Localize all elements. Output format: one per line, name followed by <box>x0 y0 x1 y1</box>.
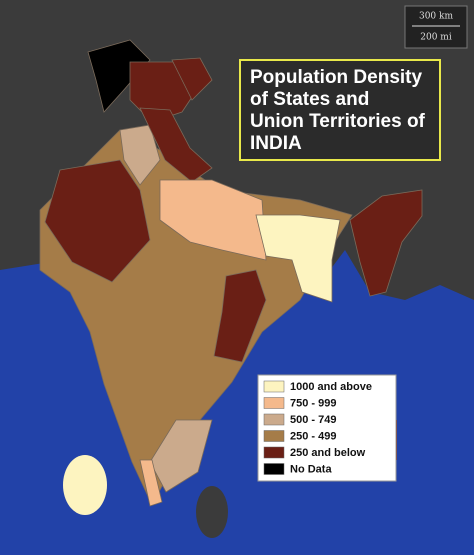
state <box>119 124 161 186</box>
title-box <box>239 59 441 161</box>
legend-swatch <box>263 430 285 442</box>
state <box>139 107 213 183</box>
scale-label: 200 mi <box>420 33 452 43</box>
state <box>213 269 267 363</box>
scale-label: 300 km <box>419 12 453 22</box>
state <box>139 459 163 507</box>
legend-label: 750 - 999 <box>290 397 336 409</box>
scale-box <box>404 5 468 49</box>
title-line: Population Density <box>250 67 423 88</box>
legend-swatch <box>263 380 285 393</box>
india <box>39 39 423 507</box>
legend-swatch <box>263 413 285 426</box>
state <box>255 214 341 303</box>
sri-lanka <box>196 486 228 538</box>
legend-swatch <box>263 397 285 409</box>
lakshadweep <box>63 455 107 515</box>
legend-swatch <box>263 446 285 459</box>
state <box>87 39 151 113</box>
state <box>159 179 267 261</box>
legend: 1000 and above 750 - 999 500 - 749 250 - 49… <box>263 380 372 475</box>
title-line: INDIA <box>250 133 302 154</box>
legend-label: 500 - 749 <box>290 414 336 426</box>
state <box>171 57 213 101</box>
legend-label: 250 - 499 <box>290 430 336 442</box>
state <box>149 419 213 493</box>
legend-label: 250 and below <box>290 447 366 459</box>
scale-bar: 300 km 200 mi <box>404 5 468 49</box>
legend-label: 1000 and above <box>290 381 372 393</box>
legend-label: No Data <box>290 463 332 475</box>
title-line: of States and <box>250 89 369 110</box>
state <box>349 189 423 297</box>
legend-swatch <box>263 463 285 475</box>
title-line: Union Territories of <box>250 111 426 132</box>
state <box>44 159 151 283</box>
